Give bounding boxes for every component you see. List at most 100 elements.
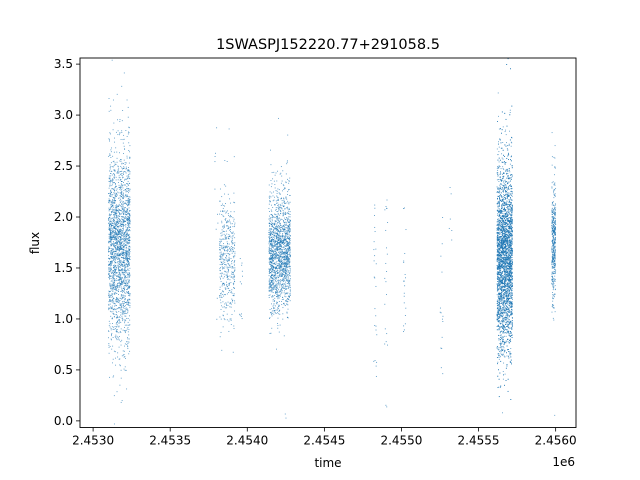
data-point	[271, 218, 273, 220]
data-point	[123, 209, 125, 211]
data-point	[273, 275, 275, 276]
data-point	[232, 300, 233, 302]
data-point	[125, 279, 127, 281]
data-point	[126, 190, 128, 192]
data-point	[126, 272, 128, 274]
data-point	[120, 270, 122, 272]
data-point	[285, 224, 287, 226]
data-point	[127, 282, 129, 284]
data-point	[118, 241, 120, 243]
data-point	[116, 391, 118, 393]
data-point	[122, 201, 124, 202]
data-point	[289, 261, 291, 262]
data-point	[115, 176, 117, 178]
data-point	[113, 328, 115, 330]
data-point	[125, 251, 127, 253]
data-point	[128, 235, 130, 237]
data-point	[116, 206, 118, 208]
data-point	[286, 243, 288, 245]
data-point	[119, 255, 121, 257]
data-point	[222, 211, 224, 213]
data-point	[115, 200, 117, 201]
data-point	[285, 288, 287, 290]
data-point	[271, 258, 273, 260]
data-point	[114, 190, 116, 192]
data-point	[287, 193, 289, 195]
data-point	[284, 228, 285, 230]
data-point	[289, 259, 291, 261]
data-point	[228, 128, 230, 130]
data-point	[220, 294, 222, 296]
data-point	[122, 265, 123, 267]
data-point	[119, 179, 121, 181]
data-point	[117, 276, 119, 278]
data-point	[122, 198, 124, 199]
data-point	[225, 257, 227, 258]
data-point	[117, 241, 119, 243]
data-point	[269, 332, 271, 334]
data-point	[129, 350, 131, 352]
data-point	[117, 267, 119, 269]
data-point	[123, 368, 125, 370]
data-point	[273, 276, 275, 277]
data-point	[121, 355, 123, 357]
data-point	[109, 303, 111, 305]
data-point	[229, 306, 231, 308]
data-point	[127, 178, 129, 179]
data-point	[269, 317, 271, 319]
data-point	[125, 263, 127, 265]
data-point	[122, 311, 124, 313]
data-point	[280, 230, 282, 232]
data-point	[108, 175, 110, 177]
data-point	[287, 247, 289, 249]
data-point	[117, 261, 118, 263]
data-point	[233, 274, 235, 276]
data-point	[288, 249, 290, 251]
data-point	[129, 242, 131, 244]
data-point	[125, 229, 127, 231]
data-point	[279, 173, 281, 175]
data-point	[287, 134, 289, 136]
data-point	[275, 226, 277, 228]
data-point	[121, 163, 123, 165]
data-point	[125, 312, 127, 314]
data-point	[113, 235, 114, 237]
data-point	[271, 264, 273, 266]
data-point	[273, 270, 275, 272]
data-point	[121, 290, 122, 292]
data-point	[279, 219, 281, 221]
data-point	[226, 260, 228, 262]
data-point	[115, 185, 117, 187]
data-point	[225, 264, 226, 266]
data-point	[116, 239, 118, 240]
data-point	[116, 249, 118, 251]
data-point	[121, 230, 123, 232]
data-point	[109, 154, 111, 156]
data-point	[127, 338, 129, 340]
data-point	[115, 213, 117, 215]
data-point	[109, 225, 110, 227]
data-point	[110, 227, 112, 229]
data-point	[274, 297, 276, 299]
data-point	[116, 235, 118, 237]
data-point	[234, 226, 236, 228]
data-point	[122, 212, 124, 214]
data-point	[274, 243, 276, 245]
data-point	[120, 259, 122, 261]
data-point	[119, 201, 121, 203]
data-point	[268, 238, 270, 240]
data-point	[224, 234, 226, 236]
data-point	[108, 242, 110, 244]
data-point	[233, 295, 235, 297]
data-point	[115, 237, 117, 239]
data-point	[276, 309, 278, 311]
data-point	[287, 282, 289, 284]
data-point	[220, 318, 222, 320]
data-point	[129, 145, 131, 147]
data-point	[226, 247, 228, 249]
data-point	[121, 184, 123, 186]
data-point	[118, 311, 120, 313]
data-point	[223, 248, 225, 250]
data-point	[280, 182, 282, 184]
